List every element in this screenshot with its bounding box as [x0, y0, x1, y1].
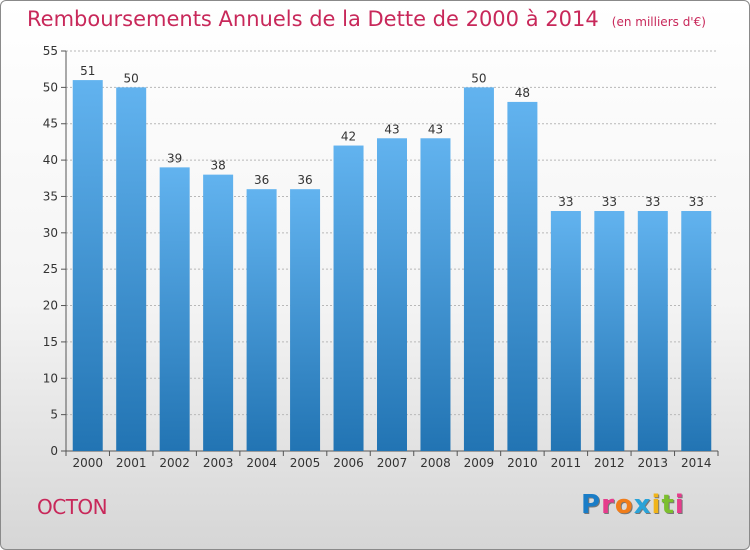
y-tick-label: 25 — [43, 262, 58, 276]
data-label-2013: 33 — [645, 195, 660, 209]
y-tick-label: 15 — [43, 335, 58, 349]
bar-2007 — [377, 138, 407, 452]
data-label-2003: 38 — [210, 159, 225, 173]
x-tick-label-2014: 2014 — [681, 456, 712, 470]
x-tick-label-2010: 2010 — [507, 456, 538, 470]
x-tick-label-2006: 2006 — [333, 456, 364, 470]
bar-2013 — [637, 211, 668, 451]
bars — [72, 80, 712, 452]
logo-letter: P — [581, 490, 602, 520]
data-label-2000: 51 — [80, 64, 95, 78]
bar-2005 — [290, 189, 321, 451]
y-tick-labels: 0 5 10 15 20 25 30 35 40 45 50 55 — [43, 44, 58, 458]
data-label-2011: 33 — [558, 195, 573, 209]
logo-letter: i — [674, 490, 685, 520]
bar-2014 — [681, 211, 712, 451]
y-tick-label: 20 — [43, 299, 58, 313]
y-tick-label: 30 — [43, 226, 58, 240]
x-tick-label-2003: 2003 — [203, 456, 234, 470]
data-label-2001: 50 — [124, 71, 139, 85]
x-tick-label-2007: 2007 — [377, 456, 408, 470]
data-label-2005: 36 — [297, 173, 312, 187]
data-label-2010: 48 — [515, 86, 530, 100]
y-tick-label: 40 — [43, 153, 58, 167]
bar-2012 — [594, 211, 625, 451]
logo-letter: r — [601, 490, 615, 520]
bar-2000 — [72, 80, 103, 451]
proxiti-logo: Proxiti — [581, 490, 685, 520]
bar-2004 — [246, 189, 277, 451]
commune-name: OCTON — [37, 495, 108, 519]
data-label-2009: 50 — [471, 71, 486, 85]
x-tick-label-2013: 2013 — [638, 456, 669, 470]
x-tick-label-2005: 2005 — [290, 456, 321, 470]
data-label-2014: 33 — [689, 195, 704, 209]
data-label-2002: 39 — [167, 151, 182, 165]
x-tick-label-2000: 2000 — [72, 456, 103, 470]
x-tick-label-2004: 2004 — [246, 456, 277, 470]
y-tick-label: 55 — [43, 44, 58, 58]
y-tick-label: 45 — [43, 117, 58, 131]
x-tick-label-2009: 2009 — [464, 456, 495, 470]
x-tick-labels: 2000 2001 2002 2003 2004 2005 2006 2007 2008 2009… — [72, 456, 711, 470]
bar-2009 — [463, 87, 494, 451]
bar-2010 — [507, 101, 538, 451]
bar-2003 — [203, 174, 234, 452]
y-tick-label: 35 — [43, 189, 58, 203]
bar-2006 — [333, 145, 364, 451]
bar-2001 — [116, 87, 147, 451]
data-label-2007: 43 — [384, 122, 399, 136]
logo-letter: o — [614, 490, 634, 520]
y-tick-label: 5 — [50, 408, 58, 422]
chart-title: Remboursements Annuels de la Dette de 20… — [27, 7, 599, 31]
data-label-2008: 43 — [428, 122, 443, 136]
logo-letter: i — [651, 490, 662, 520]
data-labels: 51 50 39 38 36 36 42 43 43 50 48 33 33 33 33 — [80, 64, 704, 209]
bar-2008 — [420, 138, 451, 452]
logo-letter: t — [661, 490, 675, 520]
x-tick-label-2002: 2002 — [159, 456, 190, 470]
title-block: Remboursements Annuels de la Dette de 20… — [27, 7, 706, 31]
x-tick-label-2001: 2001 — [116, 456, 147, 470]
data-label-2006: 42 — [341, 130, 356, 144]
x-tick-label-2011: 2011 — [551, 456, 582, 470]
y-tick-label: 0 — [50, 444, 58, 458]
chart-unit-note: (en milliers d'€) — [611, 15, 706, 29]
data-label-2004: 36 — [254, 173, 269, 187]
y-tick-label: 50 — [43, 80, 58, 94]
bar-2002 — [159, 167, 190, 451]
data-label-2012: 33 — [602, 195, 617, 209]
x-tick-label-2012: 2012 — [594, 456, 625, 470]
y-tick-label: 10 — [43, 371, 58, 385]
bar-2011 — [550, 211, 581, 451]
logo-letter: x — [633, 490, 652, 520]
x-tick-label-2008: 2008 — [420, 456, 451, 470]
